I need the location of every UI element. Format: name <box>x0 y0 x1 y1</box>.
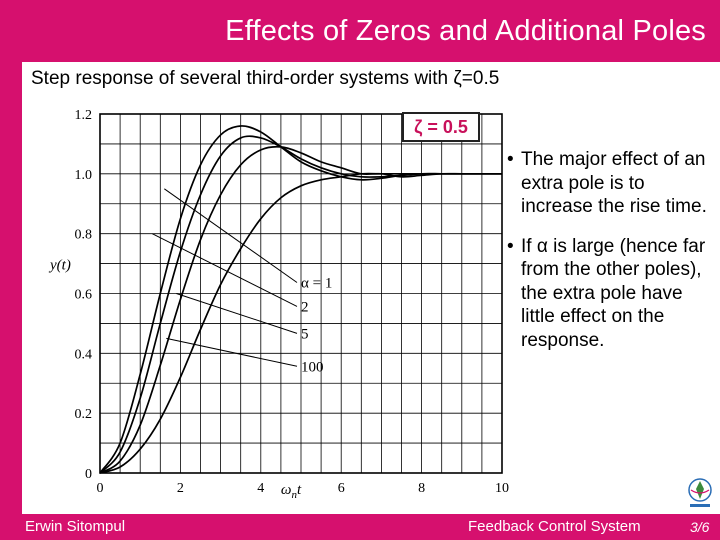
x-axis-label-main: ω <box>281 482 292 498</box>
zeta-label-box: ζ = 0.5 <box>402 112 480 142</box>
bullet-item: • The major effect of an extra pole is t… <box>507 148 707 219</box>
x-tick-label: 4 <box>257 481 264 496</box>
bullet-marker: • <box>507 149 514 170</box>
series-label: 5 <box>301 326 309 342</box>
bullet-list: • The major effect of an extra pole is t… <box>507 148 707 352</box>
y-tick-labels: 0 0.2 0.4 0.6 0.8 1.0 1.2 <box>75 108 93 482</box>
slide-title: Effects of Zeros and Additional Poles <box>225 14 706 47</box>
series-label: 2 <box>301 299 309 315</box>
slide-footer: Erwin Sitompul Feedback Control System 3… <box>0 514 720 540</box>
chart-series <box>99 125 502 474</box>
series-labels: α = 1 2 5 100 <box>152 188 332 375</box>
x-axis-label-tail: t <box>297 482 302 498</box>
x-axis-label-sub: n <box>291 489 297 501</box>
x-axis-label: ωnt <box>281 482 302 501</box>
step-response-chart: 0 0.2 0.4 0.6 0.8 1.0 1.2 0 2 4 6 8 10 y(t) ωnt α =… <box>48 108 510 501</box>
series-label-leader <box>152 233 298 307</box>
slide-content: Step response of several third-order sys… <box>22 62 720 514</box>
series-label-leader <box>166 337 298 367</box>
footer-author: Erwin Sitompul <box>25 518 126 535</box>
x-tick-label: 0 <box>97 481 104 496</box>
x-tick-label: 6 <box>338 481 345 496</box>
series-label: α = 1 <box>301 276 332 292</box>
y-tick-label: 1.2 <box>75 108 93 123</box>
y-axis-label: y(t) <box>48 258 71 274</box>
chart-frame <box>99 113 503 474</box>
bullet-item: • If α is large (hence far from the othe… <box>507 235 707 353</box>
bullet-marker: • <box>507 235 514 257</box>
university-logo-icon <box>682 474 718 512</box>
y-tick-label: 1.0 <box>75 168 93 183</box>
bullet-text: The major effect of an extra pole is to … <box>521 149 707 217</box>
y-tick-label: 0.6 <box>75 288 93 303</box>
y-tick-label: 0.2 <box>75 407 93 422</box>
x-tick-label: 10 <box>495 481 509 496</box>
series-label: 100 <box>301 359 324 375</box>
series-label-leader <box>176 293 298 334</box>
bullet-text: If α is large (hence far from the other … <box>521 235 706 351</box>
footer-course: Feedback Control System <box>468 518 641 535</box>
x-tick-labels: 0 2 4 6 8 10 <box>97 481 510 496</box>
y-tick-label: 0.4 <box>75 347 93 362</box>
y-tick-label: 0 <box>85 467 92 482</box>
series-label-leader <box>164 188 298 283</box>
page-number: 3/6 <box>690 519 710 535</box>
x-tick-label: 2 <box>177 481 184 496</box>
slide-subtitle: Step response of several third-order sys… <box>31 68 500 89</box>
y-tick-label: 0.8 <box>75 228 93 243</box>
x-tick-label: 8 <box>418 481 425 496</box>
chart-grid <box>99 113 503 474</box>
series-line <box>99 125 502 474</box>
